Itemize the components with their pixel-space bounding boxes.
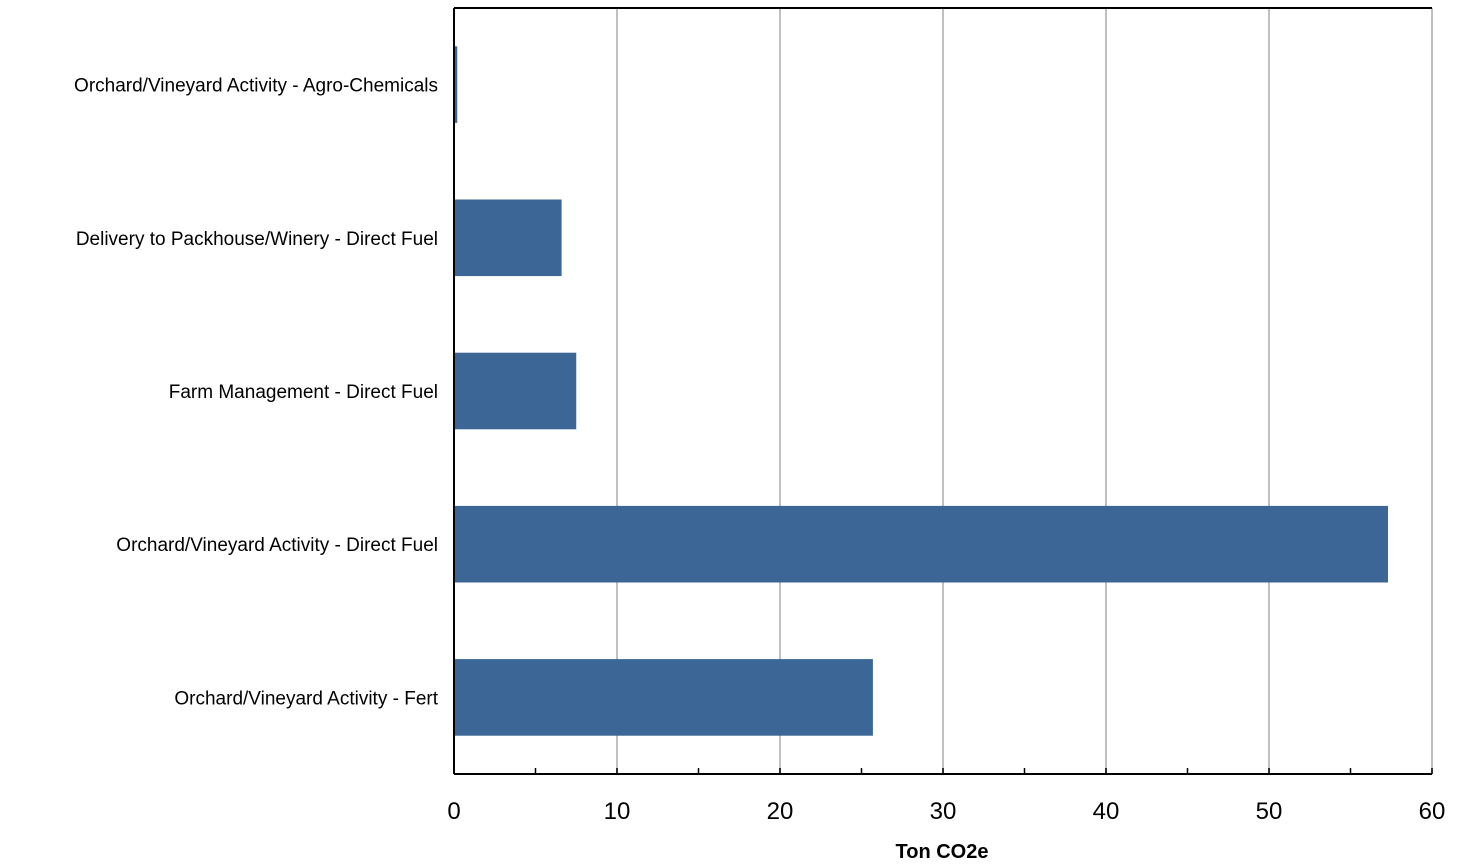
- bar-3: [454, 506, 1388, 583]
- category-label-4: Orchard/Vineyard Activity - Fert: [174, 688, 438, 709]
- bar-4: [454, 659, 873, 736]
- x-tick-label-20: 20: [767, 798, 794, 825]
- x-tick-label-10: 10: [604, 798, 631, 825]
- bar-1: [454, 200, 562, 277]
- x-tick-label-50: 50: [1256, 798, 1283, 825]
- category-label-2: Farm Management - Direct Fuel: [169, 382, 438, 403]
- category-label-3: Orchard/Vineyard Activity - Direct Fuel: [116, 535, 438, 556]
- bar-2: [454, 353, 576, 430]
- bars: [454, 46, 1388, 735]
- x-tick-label-0: 0: [447, 798, 460, 825]
- x-tick-labels: 0 10 20 30 40 50 60: [447, 798, 1445, 825]
- x-tick-label-60: 60: [1419, 798, 1446, 825]
- x-tick-label-30: 30: [930, 798, 957, 825]
- category-label-1: Delivery to Packhouse/Winery - Direct Fu…: [76, 229, 438, 250]
- x-axis-title: Ton CO2e: [896, 841, 989, 863]
- x-tick-label-40: 40: [1093, 798, 1120, 825]
- category-labels: Orchard/Vineyard Activity - Agro-Chemica…: [74, 76, 439, 710]
- category-label-0: Orchard/Vineyard Activity - Agro-Chemica…: [74, 76, 438, 97]
